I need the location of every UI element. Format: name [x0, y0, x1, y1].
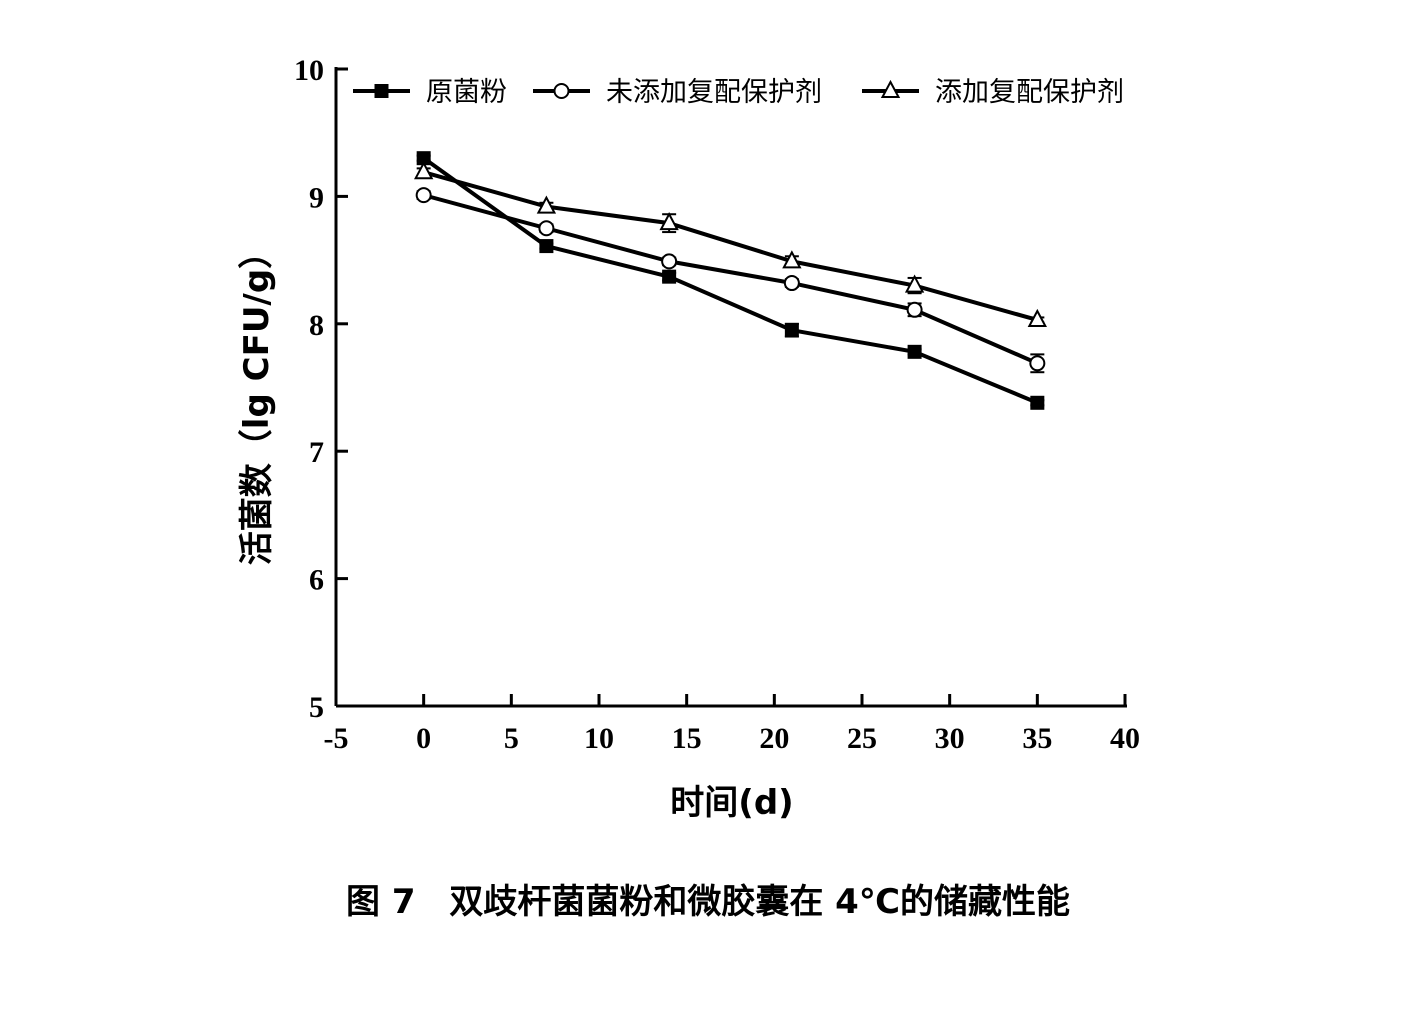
- figure-caption: 图 7 双歧杆菌菌粉和微胶囊在 4℃的储藏性能: [346, 882, 1070, 922]
- axes: -5 0 5 10 15 20 25 30 35 40 5 6 7 8 9 10: [294, 54, 1140, 755]
- marker-square: [784, 323, 799, 338]
- legend-label: 未添加复配保护剂: [606, 77, 822, 108]
- marker-triangle: [904, 274, 925, 293]
- x-tick-label: 20: [759, 722, 789, 755]
- marker-square: [662, 269, 677, 284]
- chart-marks: [413, 151, 1048, 410]
- y-tick-label: 9: [309, 181, 324, 214]
- series-1: [416, 151, 1045, 410]
- marker-square: [907, 344, 922, 359]
- y-tick-label: 7: [309, 436, 324, 469]
- marker-triangle: [880, 79, 901, 98]
- marker-circle: [661, 253, 678, 270]
- x-tick-label: -5: [324, 722, 349, 755]
- x-tick-label: 5: [504, 722, 519, 755]
- marker-triangle: [782, 250, 802, 269]
- legend-entry: 未添加复配保护剂: [533, 77, 822, 108]
- x-tick-label: 35: [1022, 722, 1052, 755]
- marker-triangle: [413, 161, 434, 180]
- y-axis-title: 活菌数（lg CFU/g）: [237, 235, 277, 565]
- legend-label: 添加复配保护剂: [935, 77, 1124, 108]
- series-line: [422, 156, 1039, 405]
- series-line: [423, 170, 1038, 322]
- series-line: [423, 193, 1039, 366]
- legend-entry: 原菌粉: [353, 77, 507, 108]
- marker-square: [416, 151, 431, 166]
- x-tick-label: 10: [584, 722, 614, 755]
- marker-triangle: [1027, 308, 1048, 327]
- y-tick-label: 10: [294, 54, 324, 87]
- x-axis-title: 时间(d): [670, 783, 793, 823]
- marker-square: [374, 84, 389, 98]
- marker-square: [1030, 395, 1045, 410]
- y-tick-label: 5: [309, 691, 324, 724]
- marker-triangle: [536, 195, 557, 214]
- x-tick-label: 0: [416, 722, 431, 755]
- legend-entry: 添加复配保护剂: [862, 77, 1124, 108]
- legend-label: 原菌粉: [426, 77, 507, 108]
- marker-circle: [1029, 355, 1046, 372]
- series-3: [413, 161, 1048, 327]
- caption-label: 图 7: [346, 882, 416, 922]
- legend: 原菌粉 未添加复配保护剂 添加复配保护剂: [353, 77, 1124, 108]
- x-tick-label: 25: [847, 722, 877, 755]
- marker-circle: [538, 220, 555, 237]
- marker-circle: [783, 275, 800, 292]
- marker-square: [539, 239, 554, 254]
- marker-circle: [553, 83, 570, 99]
- x-tick-label: 15: [672, 722, 702, 755]
- x-tick-label: 40: [1110, 722, 1140, 755]
- series-2: [415, 187, 1046, 374]
- y-tick-label: 8: [309, 309, 324, 342]
- x-tick-label: 30: [935, 722, 965, 755]
- marker-triangle: [659, 212, 679, 231]
- marker-circle: [906, 301, 923, 318]
- caption-text: 双歧杆菌菌粉和微胶囊在 4℃的储藏性能: [449, 882, 1070, 922]
- marker-circle: [415, 187, 432, 204]
- y-tick-label: 6: [309, 564, 324, 597]
